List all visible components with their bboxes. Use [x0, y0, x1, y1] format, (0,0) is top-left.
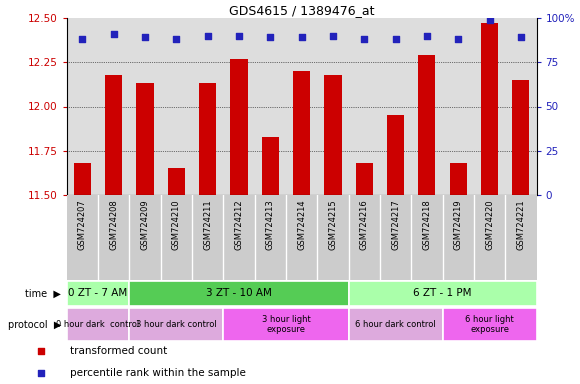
- Text: 0 hour dark  control: 0 hour dark control: [56, 320, 140, 329]
- Text: GSM724218: GSM724218: [422, 199, 432, 250]
- Bar: [223, 308, 349, 341]
- Text: GSM724209: GSM724209: [140, 199, 150, 250]
- Point: [485, 17, 494, 23]
- Point: [172, 36, 181, 42]
- Point: [203, 33, 212, 39]
- Text: GSM724219: GSM724219: [454, 199, 463, 250]
- Point: [454, 36, 463, 42]
- Bar: [418, 55, 436, 195]
- Point: [297, 35, 306, 41]
- Point: [360, 36, 369, 42]
- Text: 6 hour light
exposure: 6 hour light exposure: [465, 315, 514, 334]
- Text: GSM724214: GSM724214: [297, 199, 306, 250]
- Text: GSM724212: GSM724212: [234, 199, 244, 250]
- Point: [516, 35, 525, 41]
- Point: [328, 33, 338, 39]
- Bar: [356, 163, 373, 195]
- Text: GSM724211: GSM724211: [203, 199, 212, 250]
- Text: 0 ZT - 7 AM: 0 ZT - 7 AM: [68, 288, 128, 298]
- Text: 6 hour dark control: 6 hour dark control: [355, 320, 436, 329]
- Point: [109, 31, 118, 37]
- Text: GSM724207: GSM724207: [78, 199, 87, 250]
- Text: GSM724210: GSM724210: [172, 199, 181, 250]
- Text: transformed count: transformed count: [70, 346, 167, 356]
- Text: GSM724216: GSM724216: [360, 199, 369, 250]
- Bar: [129, 308, 223, 341]
- Text: percentile rank within the sample: percentile rank within the sample: [70, 368, 245, 378]
- Text: GSM724221: GSM724221: [516, 199, 525, 250]
- Bar: [67, 281, 129, 306]
- Bar: [450, 163, 467, 195]
- Point: [234, 33, 244, 39]
- Point: [140, 35, 150, 41]
- Text: protocol  ▶: protocol ▶: [8, 319, 61, 329]
- Bar: [105, 74, 122, 195]
- Text: GSM724217: GSM724217: [391, 199, 400, 250]
- Bar: [129, 281, 349, 306]
- Bar: [136, 83, 154, 195]
- Point: [36, 348, 45, 354]
- Point: [78, 36, 87, 42]
- Text: 3 ZT - 10 AM: 3 ZT - 10 AM: [206, 288, 272, 298]
- Bar: [262, 137, 279, 195]
- Text: GSM724215: GSM724215: [328, 199, 338, 250]
- Text: time  ▶: time ▶: [25, 288, 61, 298]
- Text: GSM724208: GSM724208: [109, 199, 118, 250]
- Text: GSM724220: GSM724220: [485, 199, 494, 250]
- Title: GDS4615 / 1389476_at: GDS4615 / 1389476_at: [229, 4, 374, 17]
- Point: [422, 33, 432, 39]
- Bar: [168, 169, 185, 195]
- Bar: [324, 74, 342, 195]
- Bar: [293, 71, 310, 195]
- Bar: [230, 59, 248, 195]
- Bar: [512, 80, 530, 195]
- Bar: [199, 83, 216, 195]
- Bar: [349, 308, 443, 341]
- Text: GSM724213: GSM724213: [266, 199, 275, 250]
- Point: [266, 35, 275, 41]
- Bar: [443, 308, 536, 341]
- Bar: [349, 281, 536, 306]
- Bar: [387, 115, 404, 195]
- Bar: [74, 163, 91, 195]
- Bar: [481, 23, 498, 195]
- Bar: [67, 308, 129, 341]
- Text: 3 hour dark control: 3 hour dark control: [136, 320, 217, 329]
- Text: 3 hour light
exposure: 3 hour light exposure: [262, 315, 310, 334]
- Point: [391, 36, 400, 42]
- Point: [36, 370, 45, 376]
- Text: 6 ZT - 1 PM: 6 ZT - 1 PM: [414, 288, 472, 298]
